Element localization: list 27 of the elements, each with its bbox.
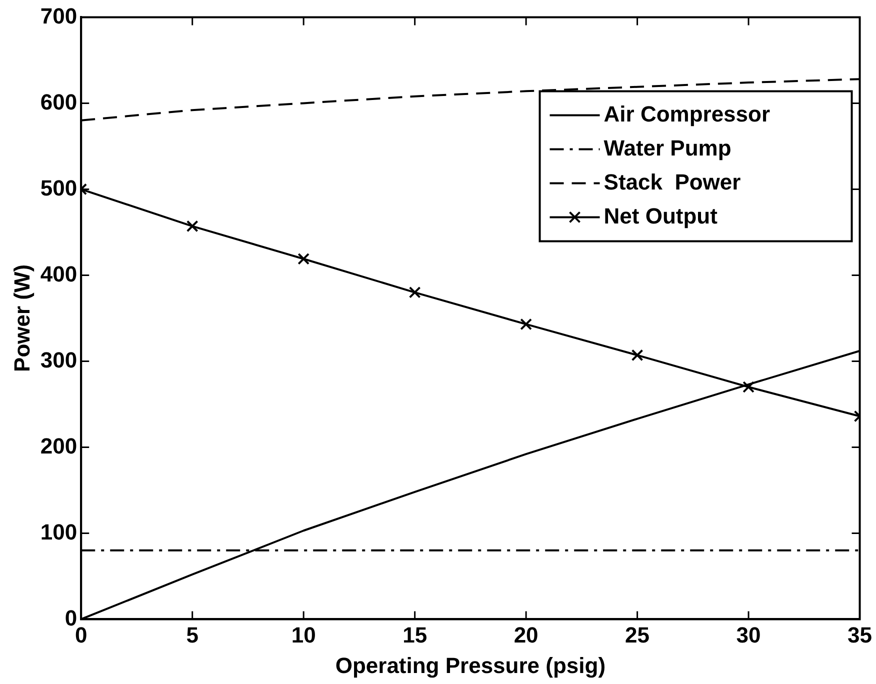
x-tick-label: 30 — [736, 622, 761, 648]
y-tick-label: 300 — [40, 347, 78, 372]
y-tick-label: 100 — [40, 519, 78, 544]
legend-label: Air Compressor — [604, 101, 770, 126]
x-tick-label: 10 — [291, 622, 316, 648]
point — [520, 318, 532, 330]
point — [408, 286, 421, 298]
x-tick-label: 20 — [514, 622, 538, 648]
point — [298, 252, 310, 265]
x-tick-label: 35 — [848, 622, 872, 648]
x-tick-label: 15 — [402, 622, 428, 648]
point — [742, 381, 754, 393]
legend-label: Stack Power — [604, 169, 742, 194]
legend-label: Net Output — [604, 203, 718, 228]
y-tick-label: 700 — [40, 3, 78, 28]
y-tick-label: 600 — [40, 89, 78, 114]
legend-label: Water Pump — [604, 135, 732, 160]
y-tick-label: 0 — [64, 605, 78, 630]
point — [631, 349, 644, 362]
x-tick-label: 5 — [186, 622, 198, 648]
point — [186, 220, 198, 232]
y-axis-title: Power (W) — [9, 264, 34, 372]
x-axis-title: Operating Pressure (psig) — [335, 652, 606, 678]
y-tick-label: 200 — [40, 433, 78, 458]
x-tick-label: 25 — [625, 622, 650, 648]
y-tick-label: 400 — [40, 261, 78, 286]
y-tick-label: 500 — [40, 175, 78, 200]
